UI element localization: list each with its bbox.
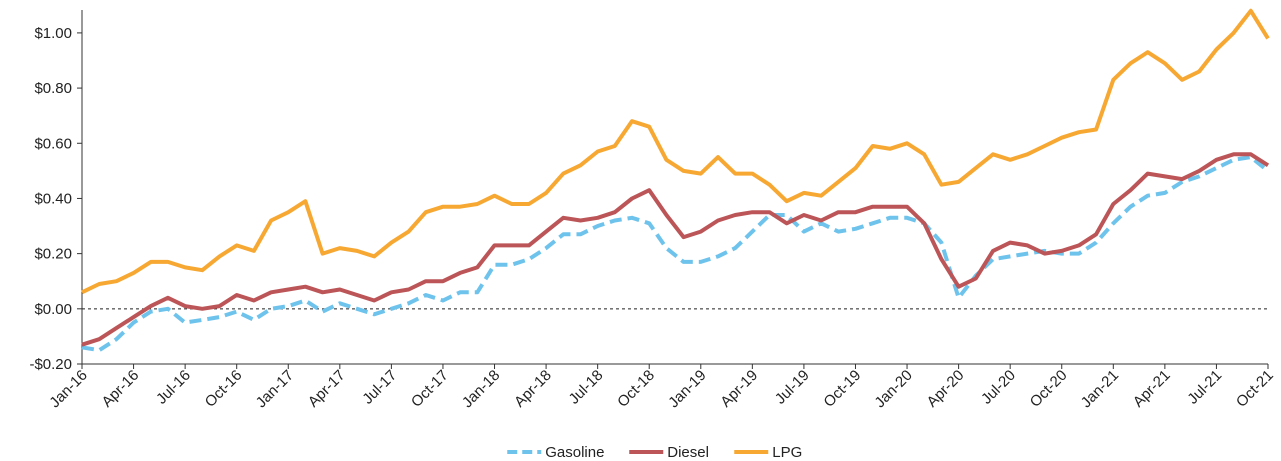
- x-tick-label: Jul-16: [153, 367, 194, 408]
- series-line: [81, 8, 1270, 295]
- x-tick-label: Jan-16: [46, 367, 90, 411]
- y-tick-label: $0.20: [34, 246, 72, 263]
- legend-label: Diesel: [667, 444, 709, 461]
- x-tick-label: Jul-18: [566, 367, 607, 408]
- x-tick-label: Jul-21: [1184, 367, 1225, 408]
- x-tick-label: Oct-20: [1027, 367, 1071, 411]
- x-tick-label: Jan-20: [871, 367, 915, 411]
- y-tick-label: -$0.20: [29, 356, 72, 373]
- x-tick-label: Jan-17: [253, 367, 297, 411]
- y-tick-label: $0.80: [34, 80, 72, 97]
- x-tick-label: Apr-21: [1130, 367, 1174, 411]
- x-tick-label: Oct-19: [820, 367, 864, 411]
- y-tick-label: $0.60: [34, 135, 72, 152]
- x-tick-label: Apr-18: [511, 367, 555, 411]
- x-tick-label: Jan-18: [459, 367, 503, 411]
- x-tick-label: Apr-20: [924, 367, 968, 411]
- x-tick-label: Oct-18: [614, 367, 658, 411]
- y-tick-label: $0.00: [34, 301, 72, 318]
- x-tick-label: Jan-21: [1078, 367, 1122, 411]
- x-tick-label: Jul-17: [359, 367, 400, 408]
- y-tick-label: $1.00: [34, 25, 72, 42]
- legend-label: LPG: [772, 444, 802, 461]
- x-tick-label: Apr-19: [717, 367, 761, 411]
- x-tick-label: Oct-16: [202, 367, 246, 411]
- x-tick-label: Jul-19: [772, 367, 813, 408]
- x-tick-label: Oct-17: [408, 367, 452, 411]
- x-tick-label: Apr-16: [99, 367, 143, 411]
- legend-label: Gasoline: [545, 444, 604, 461]
- y-tick-label: $0.40: [34, 190, 72, 207]
- x-tick-label: Jan-19: [665, 367, 709, 411]
- x-tick-label: Oct-21: [1233, 367, 1277, 411]
- series-line: [81, 155, 1270, 353]
- series-line: [81, 152, 1270, 347]
- x-tick-label: Apr-17: [305, 367, 349, 411]
- x-tick-label: Jul-20: [978, 367, 1019, 408]
- legend: Gasoline Diesel LPG: [507, 444, 802, 461]
